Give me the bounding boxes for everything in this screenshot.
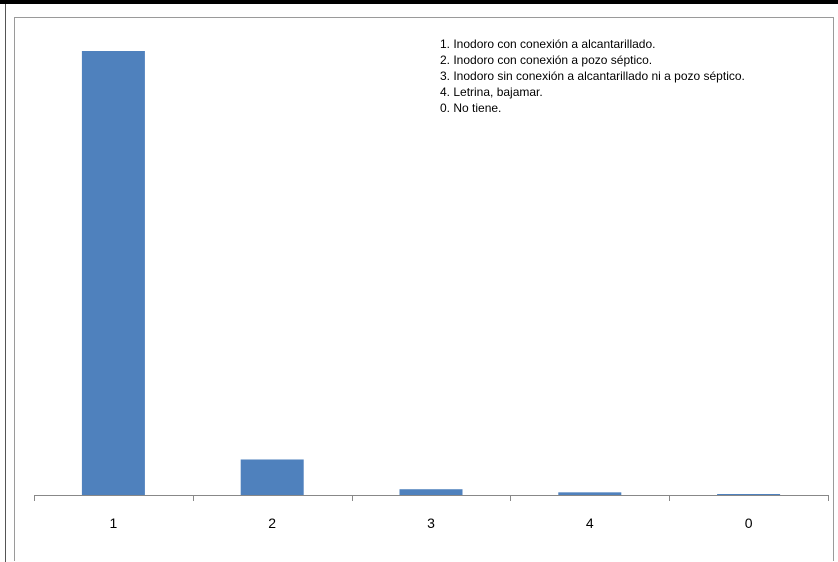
- chart-annotation: 1. Inodoro con conexión a alcantarillado…: [440, 36, 745, 116]
- bar-0: [717, 494, 781, 495]
- annotation-line-1: 1. Inodoro con conexión a alcantarillado…: [440, 37, 656, 51]
- annotation-line-4: 4. Letrina, bajamar.: [440, 85, 543, 99]
- bar-4: [558, 492, 622, 495]
- bar-1: [81, 51, 145, 495]
- bar-2: [240, 459, 304, 495]
- x-tick-label-4: 4: [586, 515, 594, 531]
- chart-frame: [14, 17, 834, 561]
- annotation-line-2: 2. Inodoro con conexión a pozo séptico.: [440, 53, 653, 67]
- top-border: [0, 0, 838, 4]
- x-tick-label-1: 1: [110, 515, 118, 531]
- x-tick-label-0: 0: [745, 515, 753, 531]
- annotation-line-5: 0. No tiene.: [440, 101, 502, 115]
- left-border: [5, 4, 6, 562]
- bar-3: [399, 489, 463, 495]
- x-tick-label-3: 3: [427, 515, 435, 531]
- x-tick-label-2: 2: [268, 515, 276, 531]
- annotation-line-3: 3. Inodoro sin conexión a alcantarillado…: [440, 69, 745, 83]
